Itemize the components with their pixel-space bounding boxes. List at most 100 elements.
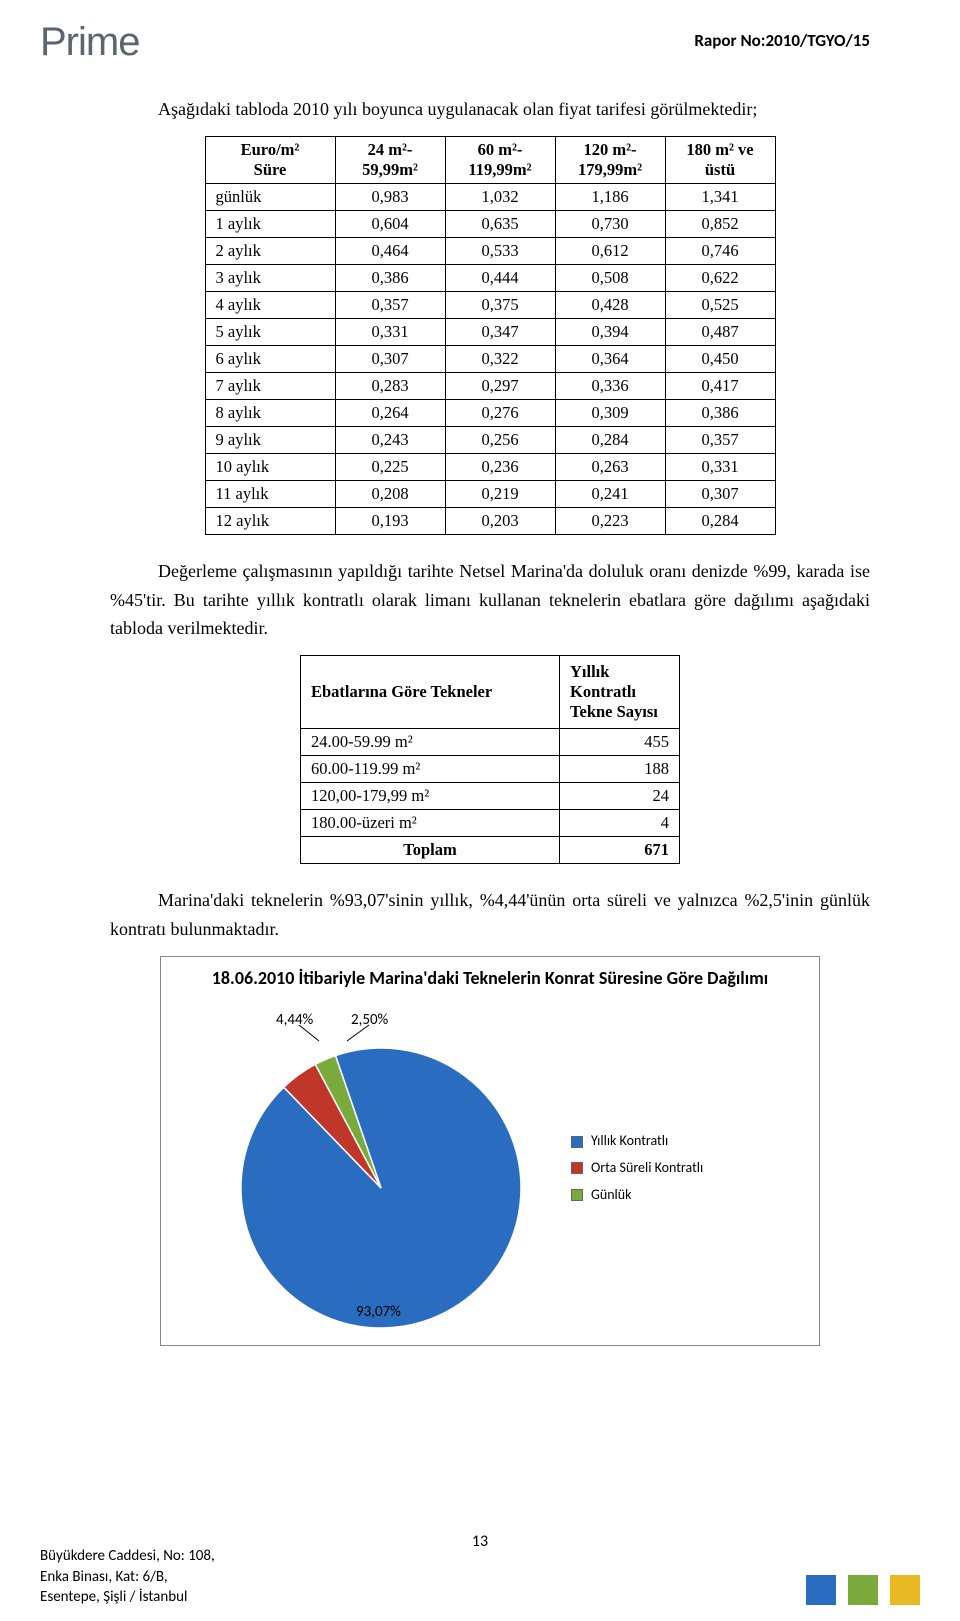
col-head: 60 m²- 119,99m² <box>445 136 555 183</box>
table1-head-top: Euro/m² <box>216 140 325 160</box>
table-cell: 0,533 <box>445 237 555 264</box>
legend-item: Günlük <box>571 1182 703 1209</box>
legend-item: Orta Süreli Kontratlı <box>571 1155 703 1182</box>
table-cell: 0,386 <box>665 399 775 426</box>
table-row-label: 1 aylık <box>205 210 335 237</box>
table-row-label: 24.00-59.99 m² <box>301 729 560 756</box>
table-cell: 0,417 <box>665 372 775 399</box>
table-cell: 0,635 <box>445 210 555 237</box>
table-cell: 0,347 <box>445 318 555 345</box>
table-row-label: 4 aylık <box>205 291 335 318</box>
table-row-label: 7 aylık <box>205 372 335 399</box>
table-row-label: 3 aylık <box>205 264 335 291</box>
table-cell: 0,375 <box>445 291 555 318</box>
table-cell: 0,852 <box>665 210 775 237</box>
table-cell: 0,223 <box>555 507 665 534</box>
t2-head-left: Ebatlarına Göre Tekneler <box>301 656 560 729</box>
table-cell: 0,508 <box>555 264 665 291</box>
table-cell: 0,983 <box>335 183 445 210</box>
mid-paragraph: Değerleme çalışmasının yapıldığı tarihte… <box>110 557 870 643</box>
footer-line: Büyükdere Caddesi, No: 108, <box>40 1546 215 1566</box>
legend-label: Orta Süreli Kontratlı <box>591 1155 703 1182</box>
col-head: 24 m²- 59,99m² <box>335 136 445 183</box>
table-cell: 0,444 <box>445 264 555 291</box>
color-strip <box>806 1575 920 1605</box>
table-cell: 24 <box>560 783 680 810</box>
report-number: Rapor No:2010/TGYO/15 <box>694 30 870 51</box>
table-cell: 0,284 <box>555 426 665 453</box>
table-cell: 0,309 <box>555 399 665 426</box>
table-cell: 188 <box>560 756 680 783</box>
table-cell: 0,241 <box>555 480 665 507</box>
table-row-label: 2 aylık <box>205 237 335 264</box>
table-cell: 0,487 <box>665 318 775 345</box>
strip-box <box>890 1575 920 1605</box>
table-row-label: 10 aylık <box>205 453 335 480</box>
logo: Prime <box>40 20 139 65</box>
pie-data-label: 4,44% <box>276 1011 313 1029</box>
footer-line: Esentepe, Şişli / İstanbul <box>40 1587 215 1607</box>
legend-swatch <box>571 1162 583 1174</box>
table-cell: 0,283 <box>335 372 445 399</box>
table-cell: 0,464 <box>335 237 445 264</box>
table-row-label: 180.00-üzeri m² <box>301 810 560 837</box>
table-cell: 0,331 <box>335 318 445 345</box>
legend-label: Günlük <box>591 1182 631 1209</box>
table-cell: 0,263 <box>555 453 665 480</box>
table-cell: 0,622 <box>665 264 775 291</box>
col-head: 180 m² ve üstü <box>665 136 775 183</box>
col-head: 120 m²- 179,99m² <box>555 136 665 183</box>
table-row-label: 12 aylık <box>205 507 335 534</box>
table-cell: 0,243 <box>335 426 445 453</box>
table-row-label: 5 aylık <box>205 318 335 345</box>
boat-size-table: Ebatlarına Göre Tekneler Yıllık Kontratl… <box>300 655 680 864</box>
table-cell: 0,264 <box>335 399 445 426</box>
table-cell: 0,219 <box>445 480 555 507</box>
table-row-label: 9 aylık <box>205 426 335 453</box>
table-cell: 0,284 <box>665 507 775 534</box>
table-cell: 0,612 <box>555 237 665 264</box>
legend-swatch <box>571 1189 583 1201</box>
table-cell: 0,428 <box>555 291 665 318</box>
table-cell: 0,322 <box>445 345 555 372</box>
table-cell: 0,236 <box>445 453 555 480</box>
table-cell: 0,394 <box>555 318 665 345</box>
table-row-label: günlük <box>205 183 335 210</box>
t2-head-right: Yıllık Kontratlı Tekne Sayısı <box>560 656 680 729</box>
table-cell: 0,225 <box>335 453 445 480</box>
table-cell: 0,604 <box>335 210 445 237</box>
table-cell: 0,297 <box>445 372 555 399</box>
table-cell: 455 <box>560 729 680 756</box>
table-cell: 0,307 <box>665 480 775 507</box>
table-cell: 0,203 <box>445 507 555 534</box>
table-row-label: 11 aylık <box>205 480 335 507</box>
chart-legend: Yıllık KontratlıOrta Süreli KontratlıGün… <box>571 1128 703 1208</box>
table-cell: 0,730 <box>555 210 665 237</box>
table-cell: 1,341 <box>665 183 775 210</box>
pie-area: 4,44%2,50%93,07% <box>171 993 571 1343</box>
table-row-label: Toplam <box>301 837 560 864</box>
table-row-label: 60.00-119.99 m² <box>301 756 560 783</box>
table-cell: 1,032 <box>445 183 555 210</box>
post-paragraph: Marina'daki teknelerin %93,07'sinin yıll… <box>110 886 870 944</box>
table-cell: 0,307 <box>335 345 445 372</box>
table-cell: 0,746 <box>665 237 775 264</box>
intro-paragraph: Aşağıdaki tabloda 2010 yılı boyunca uygu… <box>110 95 870 124</box>
table-cell: 0,276 <box>445 399 555 426</box>
table-row-label: 6 aylık <box>205 345 335 372</box>
table-cell: 0,193 <box>335 507 445 534</box>
strip-box <box>806 1575 836 1605</box>
pie-data-label: 93,07% <box>356 1303 401 1321</box>
table-cell: 0,336 <box>555 372 665 399</box>
table-cell: 0,256 <box>445 426 555 453</box>
chart-title: 18.06.2010 İtibariyle Marina'daki Teknel… <box>171 967 809 990</box>
pie-svg <box>171 993 571 1343</box>
table-row-label: 120,00-179,99 m² <box>301 783 560 810</box>
table-cell: 671 <box>560 837 680 864</box>
legend-label: Yıllık Kontratlı <box>591 1128 668 1155</box>
strip-box <box>848 1575 878 1605</box>
legend-swatch <box>571 1136 583 1148</box>
table1-head-bottom: Süre <box>216 160 325 180</box>
table-cell: 0,331 <box>665 453 775 480</box>
legend-item: Yıllık Kontratlı <box>571 1128 703 1155</box>
